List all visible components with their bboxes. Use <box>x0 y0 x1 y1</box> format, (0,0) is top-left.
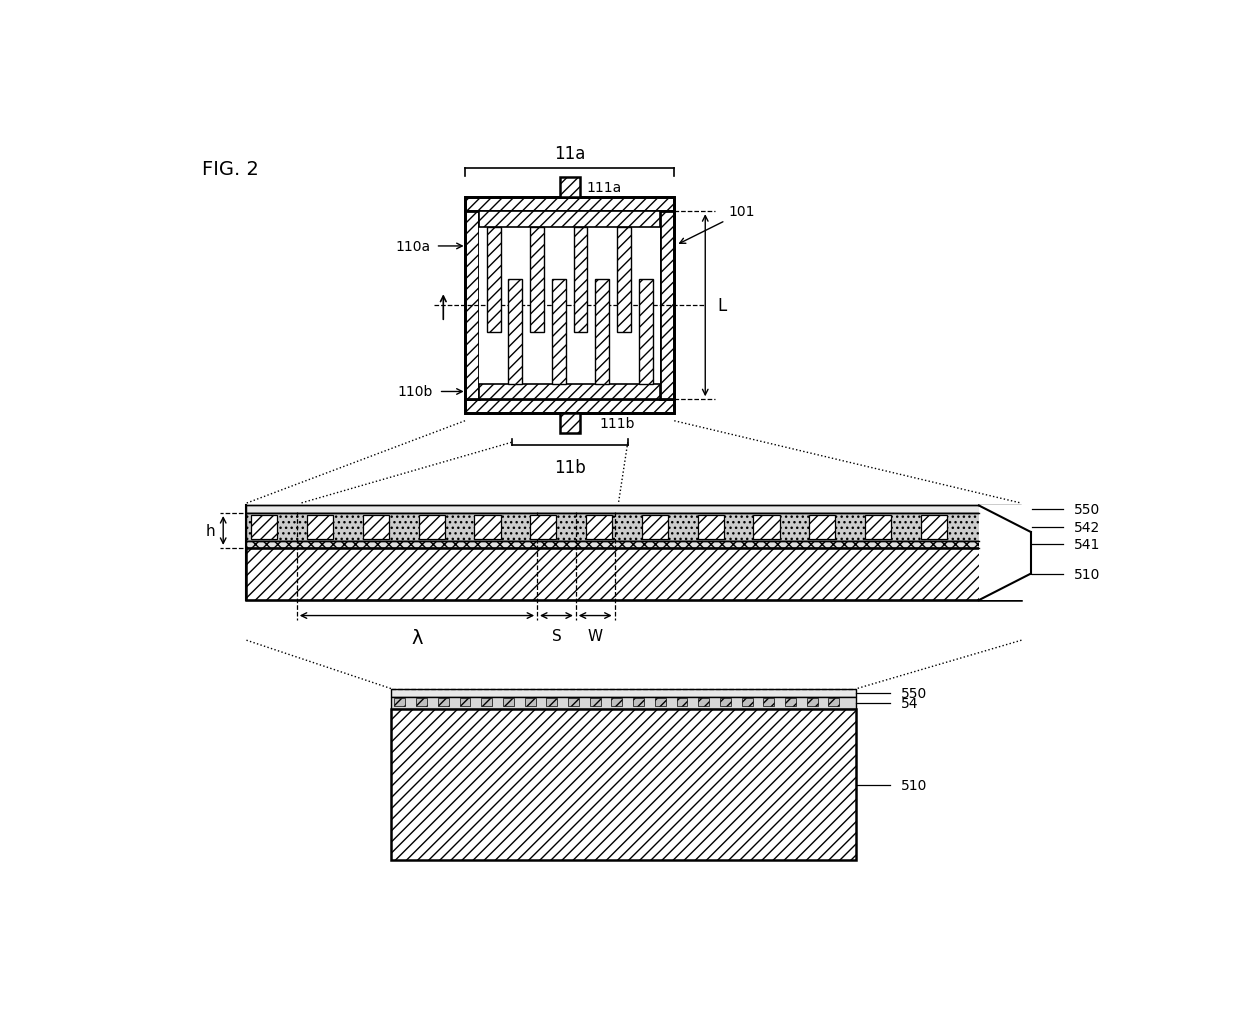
Bar <box>573 227 588 333</box>
Bar <box>595 279 609 384</box>
Bar <box>660 212 675 399</box>
Bar <box>639 279 652 384</box>
Bar <box>508 279 522 384</box>
Bar <box>363 516 389 540</box>
Bar <box>920 516 947 540</box>
Bar <box>697 516 724 540</box>
Bar <box>465 212 479 399</box>
Text: 110b: 110b <box>397 385 433 399</box>
Bar <box>438 699 449 706</box>
Bar <box>479 384 660 399</box>
Bar <box>525 699 536 706</box>
Bar <box>503 699 513 706</box>
Bar <box>764 699 774 706</box>
Bar <box>247 548 1022 601</box>
Bar <box>698 699 709 706</box>
Text: 550: 550 <box>901 685 928 700</box>
Bar <box>742 699 753 706</box>
Bar <box>866 516 892 540</box>
Bar <box>417 699 427 706</box>
Text: FIG. 2: FIG. 2 <box>201 160 258 179</box>
Bar <box>559 178 579 198</box>
Text: 542: 542 <box>1074 521 1100 535</box>
Bar <box>559 413 579 434</box>
Text: S: S <box>552 628 562 643</box>
Text: 110a: 110a <box>396 240 430 254</box>
Bar <box>419 516 445 540</box>
Bar <box>785 699 796 706</box>
Text: W: W <box>588 628 603 643</box>
Bar <box>392 710 857 859</box>
Bar <box>479 212 660 399</box>
Bar <box>479 212 660 227</box>
Bar <box>481 699 492 706</box>
Bar <box>247 541 1022 548</box>
Bar <box>590 699 600 706</box>
Bar <box>618 227 631 333</box>
Text: 510: 510 <box>901 777 928 792</box>
Text: 510: 510 <box>1074 567 1101 581</box>
Text: 111b: 111b <box>599 417 635 431</box>
Text: L: L <box>718 297 727 315</box>
Bar <box>465 399 675 413</box>
Bar <box>306 516 334 540</box>
Bar <box>465 198 675 413</box>
Bar <box>677 699 687 706</box>
Text: 550: 550 <box>1074 502 1100 517</box>
Text: 11b: 11b <box>554 458 585 476</box>
Bar <box>587 516 613 540</box>
Text: 541: 541 <box>1074 538 1101 552</box>
Bar <box>611 699 622 706</box>
Bar <box>568 699 579 706</box>
Text: 11a: 11a <box>554 145 585 163</box>
Text: h: h <box>206 524 216 539</box>
Bar <box>634 699 644 706</box>
Bar <box>552 279 565 384</box>
Text: 101: 101 <box>729 205 755 219</box>
Bar <box>828 699 839 706</box>
Bar <box>531 227 544 333</box>
Bar <box>474 516 501 540</box>
Bar <box>978 506 1056 601</box>
Bar <box>531 516 557 540</box>
Bar <box>547 699 557 706</box>
Bar <box>655 699 666 706</box>
Bar <box>392 690 857 698</box>
Bar <box>486 227 501 333</box>
Bar <box>465 198 675 212</box>
Bar <box>807 699 817 706</box>
Bar <box>392 698 857 710</box>
Bar <box>720 699 730 706</box>
Text: λ: λ <box>412 628 423 647</box>
Bar <box>642 516 668 540</box>
Text: 111a: 111a <box>587 181 622 194</box>
Bar <box>247 506 1022 514</box>
Bar <box>754 516 780 540</box>
Bar <box>394 699 405 706</box>
Text: 54: 54 <box>901 697 919 711</box>
Bar <box>460 699 470 706</box>
Bar <box>808 516 836 540</box>
Bar <box>250 516 278 540</box>
Bar <box>247 514 1022 541</box>
